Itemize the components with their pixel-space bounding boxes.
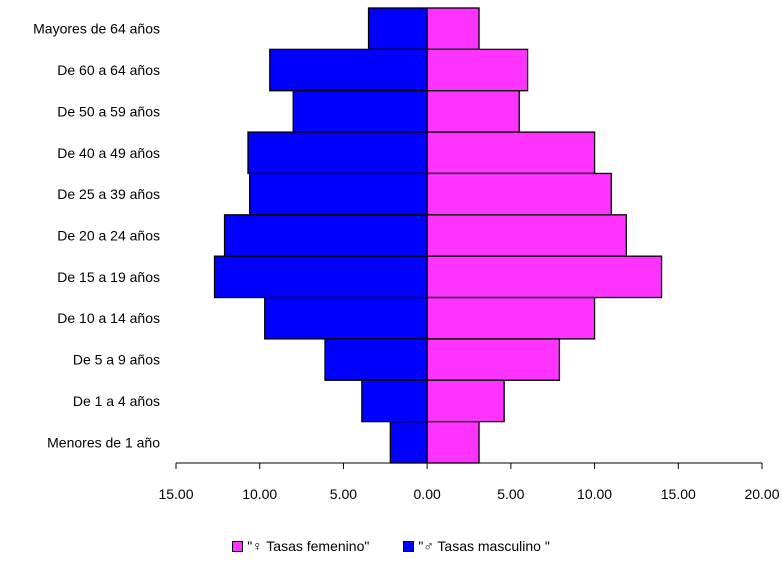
- bar-femenino: [426, 214, 628, 257]
- x-tick-label: 15.00: [661, 486, 696, 502]
- legend: "♀ Tasas femenino" "♂ Tasas masculino ": [0, 536, 782, 556]
- category-label: De 10 a 14 años: [57, 310, 160, 326]
- x-tick-label: 0.00: [414, 486, 441, 502]
- bar-femenino: [426, 338, 561, 381]
- bar-masculino: [292, 90, 428, 133]
- bar-femenino: [426, 379, 505, 423]
- bar-femenino: [426, 420, 480, 464]
- x-axis-ticks: 15.00 10.00 5.00 0.00 5.00 10.00 15.00 20.00: [158, 463, 780, 502]
- category-label: De 5 a 9 años: [73, 352, 160, 368]
- x-tick-label: 20.00: [744, 486, 779, 502]
- bar-masculino: [249, 172, 428, 216]
- legend-label-femenino: "♀ Tasas femenino": [247, 538, 370, 554]
- category-label: Mayores de 64 años: [33, 21, 160, 37]
- bar-femenino: [426, 296, 596, 340]
- category-label: De 1 a 4 años: [73, 393, 160, 409]
- bar-masculino: [367, 7, 428, 51]
- category-label: De 60 a 64 años: [57, 62, 160, 78]
- bar-masculino: [223, 214, 428, 257]
- bar-femenino: [426, 255, 663, 299]
- bar-femenino: [426, 7, 480, 51]
- bar-femenino: [426, 172, 612, 216]
- x-tick-label: 5.00: [497, 486, 524, 502]
- bar-femenino: [426, 131, 596, 175]
- category-labels: Mayores de 64 años De 60 a 64 años De 50 a…: [33, 21, 160, 451]
- legend-item-femenino: "♀ Tasas femenino": [232, 536, 369, 556]
- x-tick-label: 10.00: [577, 486, 612, 502]
- bar-femenino: [426, 48, 529, 92]
- bar-masculino: [389, 420, 428, 464]
- bar-masculino: [247, 131, 428, 175]
- bar-femenino: [426, 90, 520, 133]
- bar-masculino: [213, 255, 428, 299]
- bar-masculino: [264, 296, 428, 340]
- category-label: De 40 a 49 años: [57, 145, 160, 161]
- legend-swatch-masculino: [403, 540, 415, 552]
- category-label: De 25 a 39 años: [57, 186, 160, 202]
- x-tick-label: 10.00: [242, 486, 277, 502]
- bar-masculino: [269, 48, 428, 92]
- legend-swatch-femenino: [232, 540, 244, 552]
- category-label: De 20 a 24 años: [57, 228, 160, 244]
- x-tick-label: 5.00: [330, 486, 357, 502]
- legend-label-masculino: "♂ Tasas masculino ": [418, 538, 550, 554]
- bar-masculino: [324, 338, 428, 381]
- category-label: De 15 a 19 años: [57, 269, 160, 285]
- category-label: Menores de 1 año: [47, 434, 160, 450]
- legend-item-masculino: "♂ Tasas masculino ": [403, 536, 550, 556]
- bars-group: [213, 7, 663, 464]
- category-label: De 50 a 59 años: [57, 103, 160, 119]
- x-tick-label: 15.00: [158, 486, 193, 502]
- bar-masculino: [361, 379, 428, 423]
